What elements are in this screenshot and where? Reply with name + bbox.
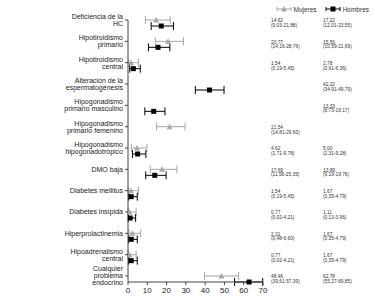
html-text:Mujeres: Mujeres [293, 5, 317, 13]
svg-text:21,54(14,81-29,60): 21,54(14,81-29,60) [271, 125, 300, 135]
svg-text:70: 70 [259, 286, 268, 295]
svg-text:13,33(8,73-19,17): 13,33(8,73-19,17) [323, 104, 350, 114]
svg-text:10: 10 [143, 286, 152, 295]
svg-text:14,62(9,03-21,88): 14,62(9,03-21,88) [271, 18, 298, 28]
svg-text:1,67(0,35-4,79): 1,67(0,35-4,79) [323, 232, 347, 242]
svg-text:Hipogonadismohipogonadotrópico: Hipogonadismohipogonadotrópico [65, 141, 123, 156]
svg-text:Deficiencia de laHC: Deficiencia de laHC [72, 13, 123, 27]
svg-text:Diabetes insípida: Diabetes insípida [69, 208, 123, 216]
svg-text:DMO baja: DMO baja [91, 166, 123, 174]
svg-text:Hipogonadismoprimario femenino: Hipogonadismoprimario femenino [67, 120, 123, 135]
svg-text:48,46(39,61-57,39): 48,46(39,61-57,39) [271, 274, 300, 284]
svg-text:Hiperprolactinemia: Hiperprolactinemia [65, 230, 123, 238]
svg-text:42,22(34,91-49,79): 42,22(34,91-49,79) [323, 82, 352, 92]
svg-text:Cualquierproblemaendocrino: Cualquierproblemaendocrino [92, 265, 123, 286]
svg-text:4,62(1,71-9,78): 4,62(1,71-9,78) [271, 146, 295, 156]
svg-text:1,11(0,13-3,96): 1,11(0,13-3,96) [323, 210, 347, 220]
svg-text:Hipotiroidismoprimario: Hipotiroidismoprimario [79, 34, 123, 49]
svg-text:50: 50 [220, 286, 229, 295]
svg-text:Hipogonadismoprimario masculin: Hipogonadismoprimario masculino [64, 98, 123, 113]
svg-text:0: 0 [126, 286, 131, 295]
svg-text:17,22(12,01-23,55): 17,22(12,01-23,55) [323, 18, 352, 28]
svg-text:Alteración de laespermatogénes: Alteración de laespermatogénesis [66, 77, 124, 92]
svg-text:0,77(0,02-4,21): 0,77(0,02-4,21) [271, 253, 295, 263]
svg-text:5,00(2,31-9,28): 5,00(2,31-9,28) [323, 146, 347, 156]
svg-text:1,54(0,19-5,45): 1,54(0,19-5,45) [271, 189, 295, 199]
svg-text:30: 30 [181, 286, 190, 295]
svg-text:1,67(0,35-4,79): 1,67(0,35-4,79) [323, 253, 347, 263]
svg-text:20,77(14,16-28,76): 20,77(14,16-28,76) [271, 40, 300, 50]
svg-text:2,78(0,91-6,36): 2,78(0,91-6,36) [323, 61, 347, 71]
svg-text:17,69(11,56-25,35): 17,69(11,56-25,35) [271, 168, 300, 178]
svg-text:Hipoadrenalismocentral: Hipoadrenalismocentral [70, 248, 123, 262]
svg-text:Hipotiroidismocentral: Hipotiroidismocentral [79, 56, 124, 70]
svg-text:Diabetes mellitus: Diabetes mellitus [70, 187, 124, 194]
svg-text:13,89(9,19-19,76): 13,89(9,19-19,76) [323, 168, 350, 178]
svg-text:60: 60 [239, 286, 248, 295]
svg-text:1,54(0,19-5,45): 1,54(0,19-5,45) [271, 61, 295, 71]
svg-text:0,77(0,02-4,21): 0,77(0,02-4,21) [271, 210, 295, 220]
svg-text:15,56(10,59-21,69): 15,56(10,59-21,69) [323, 40, 352, 50]
svg-text:2,31(0,48-6,60): 2,31(0,48-6,60) [271, 232, 295, 242]
html-text:Hombres: Hombres [342, 5, 369, 13]
svg-text:62,78(55,27-69,85): 62,78(55,27-69,85) [323, 274, 352, 284]
svg-text:20: 20 [162, 286, 171, 295]
svg-text:1,67(0,35-4,79): 1,67(0,35-4,79) [323, 189, 347, 199]
svg-text:40: 40 [201, 286, 210, 295]
